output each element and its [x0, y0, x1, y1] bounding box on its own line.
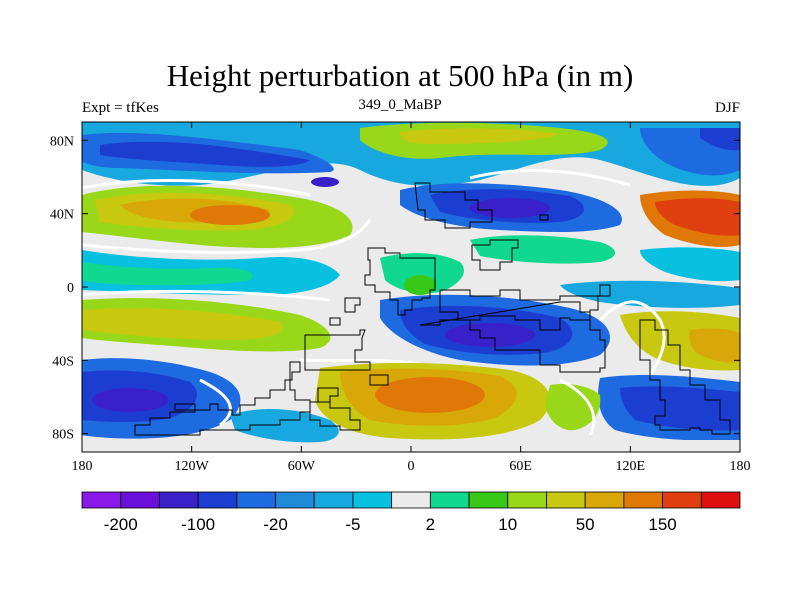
colorbar-label: -5: [345, 515, 360, 534]
colorbar-swatch: [700, 491, 741, 509]
experiment-label: Expt = tfKes: [82, 100, 159, 116]
lat-tick-label: 80S: [52, 428, 74, 443]
colorbar-swatch: [120, 491, 160, 509]
colorbar-swatch: [236, 491, 276, 509]
colorbar-swatch: [159, 491, 199, 509]
colorbar-swatch: [623, 491, 663, 509]
lat-tick-label: 40S: [52, 354, 74, 369]
colorbar-swatch: [197, 491, 238, 509]
lon-tick-label: 60W: [288, 459, 316, 474]
axis-ticks: [81, 122, 741, 452]
lat-tick-label: 80N: [50, 134, 74, 149]
colorbar-swatch: [468, 491, 509, 509]
colorbar-label: -20: [263, 515, 288, 534]
colorbar-swatch: [352, 491, 393, 509]
lon-tick-label: 180: [72, 459, 93, 474]
colorbar-label: 10: [498, 515, 517, 534]
colorbar-swatch: [546, 491, 586, 509]
colorbar: -200 -100 -20 -5 2 10 50 150: [81, 491, 741, 534]
season-label: DJF: [714, 100, 740, 116]
colorbar-swatch: [313, 491, 354, 509]
lon-tick-label: 0: [408, 459, 415, 474]
colorbar-label: 2: [426, 515, 435, 534]
plot-title: Height perturbation at 500 hPa (in m): [166, 58, 634, 93]
lon-tick-label: 120E: [616, 459, 646, 474]
colorbar-label: 50: [576, 515, 595, 534]
lon-tick-label: 180: [730, 459, 751, 474]
colorbar-swatch: [584, 491, 625, 509]
coastlines: [134, 182, 731, 436]
colorbar-swatch: [81, 491, 122, 509]
lat-tick-label: 0: [67, 281, 74, 296]
colorbar-swatch: [391, 491, 431, 509]
colorbar-label: -100: [181, 515, 215, 534]
colorbar-swatch: [275, 491, 315, 509]
colorbar-label: 150: [648, 515, 676, 534]
colorbar-swatch: [507, 491, 547, 509]
colorbar-swatch: [662, 491, 702, 509]
lon-tick-label: 60E: [509, 459, 532, 474]
map-field: [82, 122, 740, 452]
lat-tick-label: 40N: [50, 208, 74, 223]
lon-tick-label: 120W: [175, 459, 210, 474]
axis-tick-labels: 80N 40N 0 40S 80S 180 120W 60W 0 60E 120E 180: [50, 134, 751, 474]
colorbar-label: -200: [104, 515, 138, 534]
period-label: 349_0_MaBP: [358, 97, 442, 113]
colorbar-swatch: [429, 491, 470, 509]
